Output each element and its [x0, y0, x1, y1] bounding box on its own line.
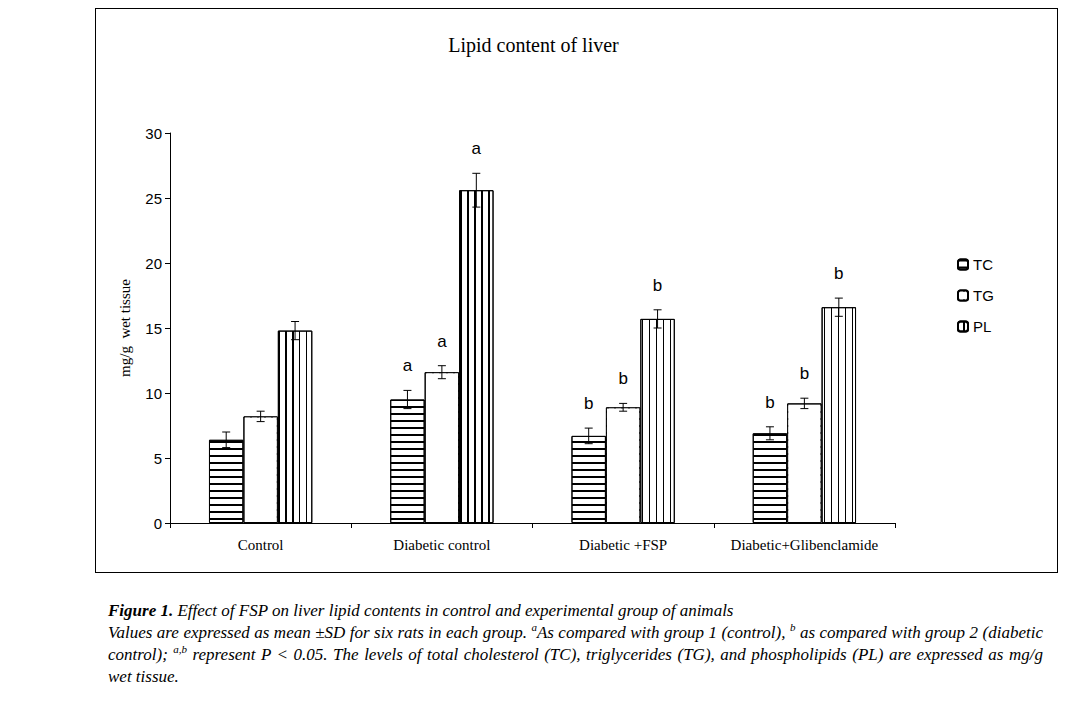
- svg-text:a: a: [403, 356, 413, 375]
- svg-text:TG: TG: [973, 287, 994, 304]
- svg-text:0: 0: [154, 515, 162, 532]
- svg-text:5: 5: [154, 450, 162, 467]
- svg-text:Lipid content of liver: Lipid content of liver: [448, 34, 619, 57]
- svg-text:a: a: [437, 332, 447, 351]
- svg-text:Control: Control: [238, 537, 284, 553]
- svg-text:Diabetic control: Diabetic control: [393, 537, 490, 553]
- svg-text:b: b: [834, 264, 843, 283]
- svg-text:PL: PL: [973, 318, 991, 335]
- svg-text:mg/g wet tissue: mg/g wet tissue: [117, 279, 133, 377]
- svg-text:Diabetic +FSP: Diabetic +FSP: [579, 537, 667, 553]
- svg-text:b: b: [653, 276, 662, 295]
- svg-text:b: b: [765, 393, 774, 412]
- svg-text:b: b: [800, 364, 809, 383]
- svg-text:b: b: [618, 369, 627, 388]
- svg-text:b: b: [584, 394, 593, 413]
- svg-text:25: 25: [145, 190, 162, 207]
- svg-text:TC: TC: [973, 256, 993, 273]
- svg-text:a: a: [472, 139, 482, 158]
- svg-text:30: 30: [145, 125, 162, 142]
- svg-text:20: 20: [145, 255, 162, 272]
- html-text:Figure 1. Effect of FSP on liv: Figure 1. Effect of FSP on liver lipid c…: [108, 601, 734, 620]
- html-text:Values are expressed as mean ±: Values are expressed as mean ±SD for six…: [108, 621, 1043, 686]
- svg-text:15: 15: [145, 320, 162, 337]
- svg-text:Diabetic+Glibenclamide: Diabetic+Glibenclamide: [731, 537, 879, 553]
- svg-text:10: 10: [145, 385, 162, 402]
